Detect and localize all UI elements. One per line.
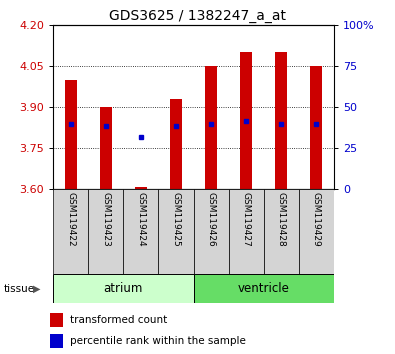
Bar	[264, 189, 299, 274]
Text: transformed count: transformed count	[70, 315, 167, 325]
Bar	[170, 99, 182, 189]
Text: GSM119427: GSM119427	[242, 192, 251, 247]
Bar	[275, 52, 287, 189]
Bar	[205, 66, 217, 189]
Text: GSM119422: GSM119422	[66, 192, 75, 247]
Bar	[88, 189, 123, 274]
Text: ▶: ▶	[33, 284, 40, 294]
Bar	[194, 274, 334, 303]
Text: percentile rank within the sample: percentile rank within the sample	[70, 336, 246, 346]
Bar	[135, 187, 147, 189]
Bar	[229, 189, 263, 274]
Bar	[53, 274, 194, 303]
Text: tissue: tissue	[4, 284, 35, 294]
Bar	[299, 189, 334, 274]
Bar	[65, 80, 77, 189]
Text: GSM119426: GSM119426	[207, 192, 216, 247]
Bar	[310, 66, 322, 189]
Bar	[194, 189, 229, 274]
Text: GDS3625 / 1382247_a_at: GDS3625 / 1382247_a_at	[109, 9, 286, 23]
Bar	[123, 189, 158, 274]
Text: GSM119429: GSM119429	[312, 192, 321, 247]
Bar	[53, 189, 88, 274]
Bar	[50, 313, 63, 327]
Text: atrium: atrium	[104, 282, 143, 295]
Bar	[50, 335, 63, 348]
Bar	[158, 189, 194, 274]
Text: GSM119425: GSM119425	[171, 192, 181, 247]
Text: GSM119424: GSM119424	[136, 192, 145, 247]
Text: ventricle: ventricle	[238, 282, 290, 295]
Bar	[100, 107, 112, 189]
Text: GSM119428: GSM119428	[276, 192, 286, 247]
Text: GSM119423: GSM119423	[102, 192, 111, 247]
Bar	[240, 52, 252, 189]
